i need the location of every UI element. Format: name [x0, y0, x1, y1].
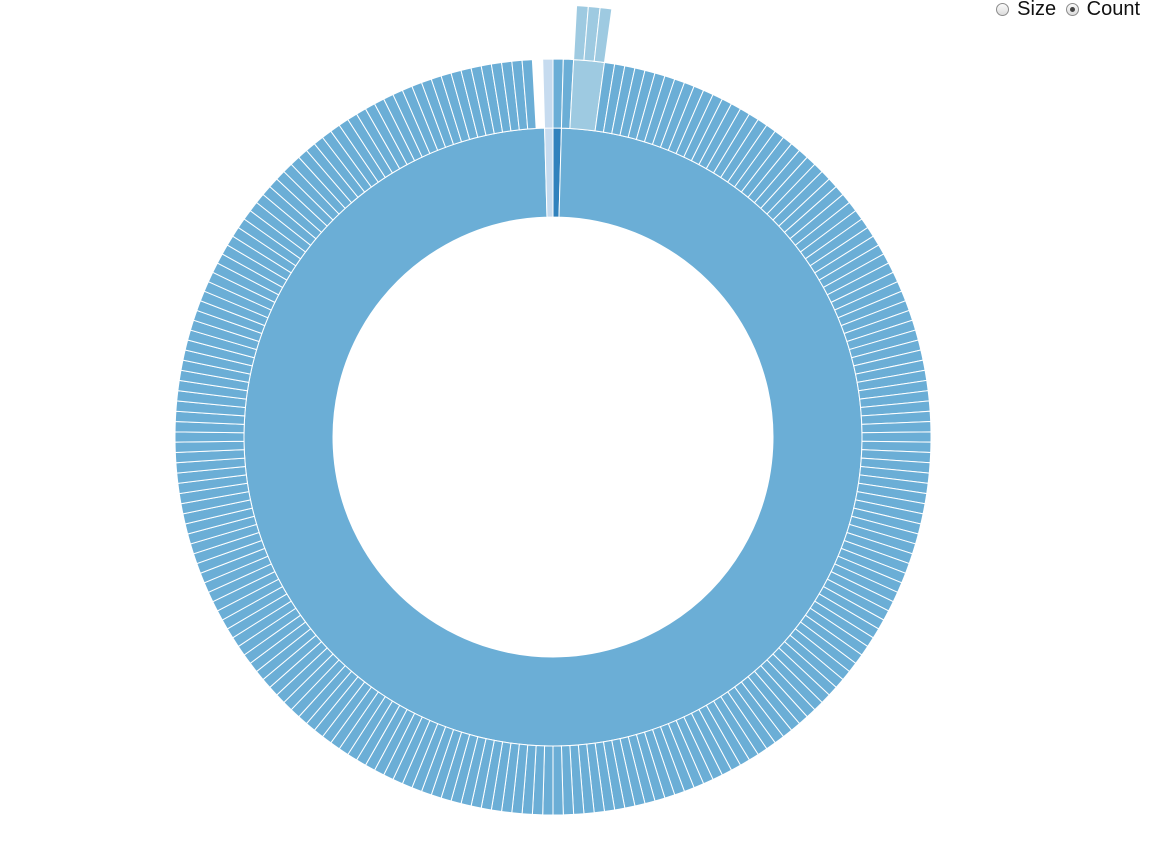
- sunburst-segment-depth2-112[interactable]: [552, 745, 564, 816]
- count-label: Count: [1086, 0, 1140, 20]
- sunburst-segment-depth2-55[interactable]: [861, 431, 932, 443]
- size-label: Size: [1017, 0, 1057, 20]
- sunburst-segment-depth2-170[interactable]: [174, 431, 245, 443]
- size-option[interactable]: Size: [996, 0, 1056, 21]
- sunburst-root: [174, 5, 932, 816]
- value-mode-controls: Size Count: [992, 0, 1140, 22]
- sunburst-segment-depth2-226[interactable]: [542, 58, 554, 129]
- sunburst-segment-depth2-225[interactable]: [521, 59, 537, 130]
- count-radio[interactable]: [1065, 3, 1079, 16]
- count-option[interactable]: Count: [1065, 0, 1140, 21]
- size-radio[interactable]: [996, 3, 1010, 16]
- sunburst-segment-depth1-1[interactable]: [243, 127, 863, 747]
- sunburst-segment-depth3-2[interactable]: [593, 7, 613, 64]
